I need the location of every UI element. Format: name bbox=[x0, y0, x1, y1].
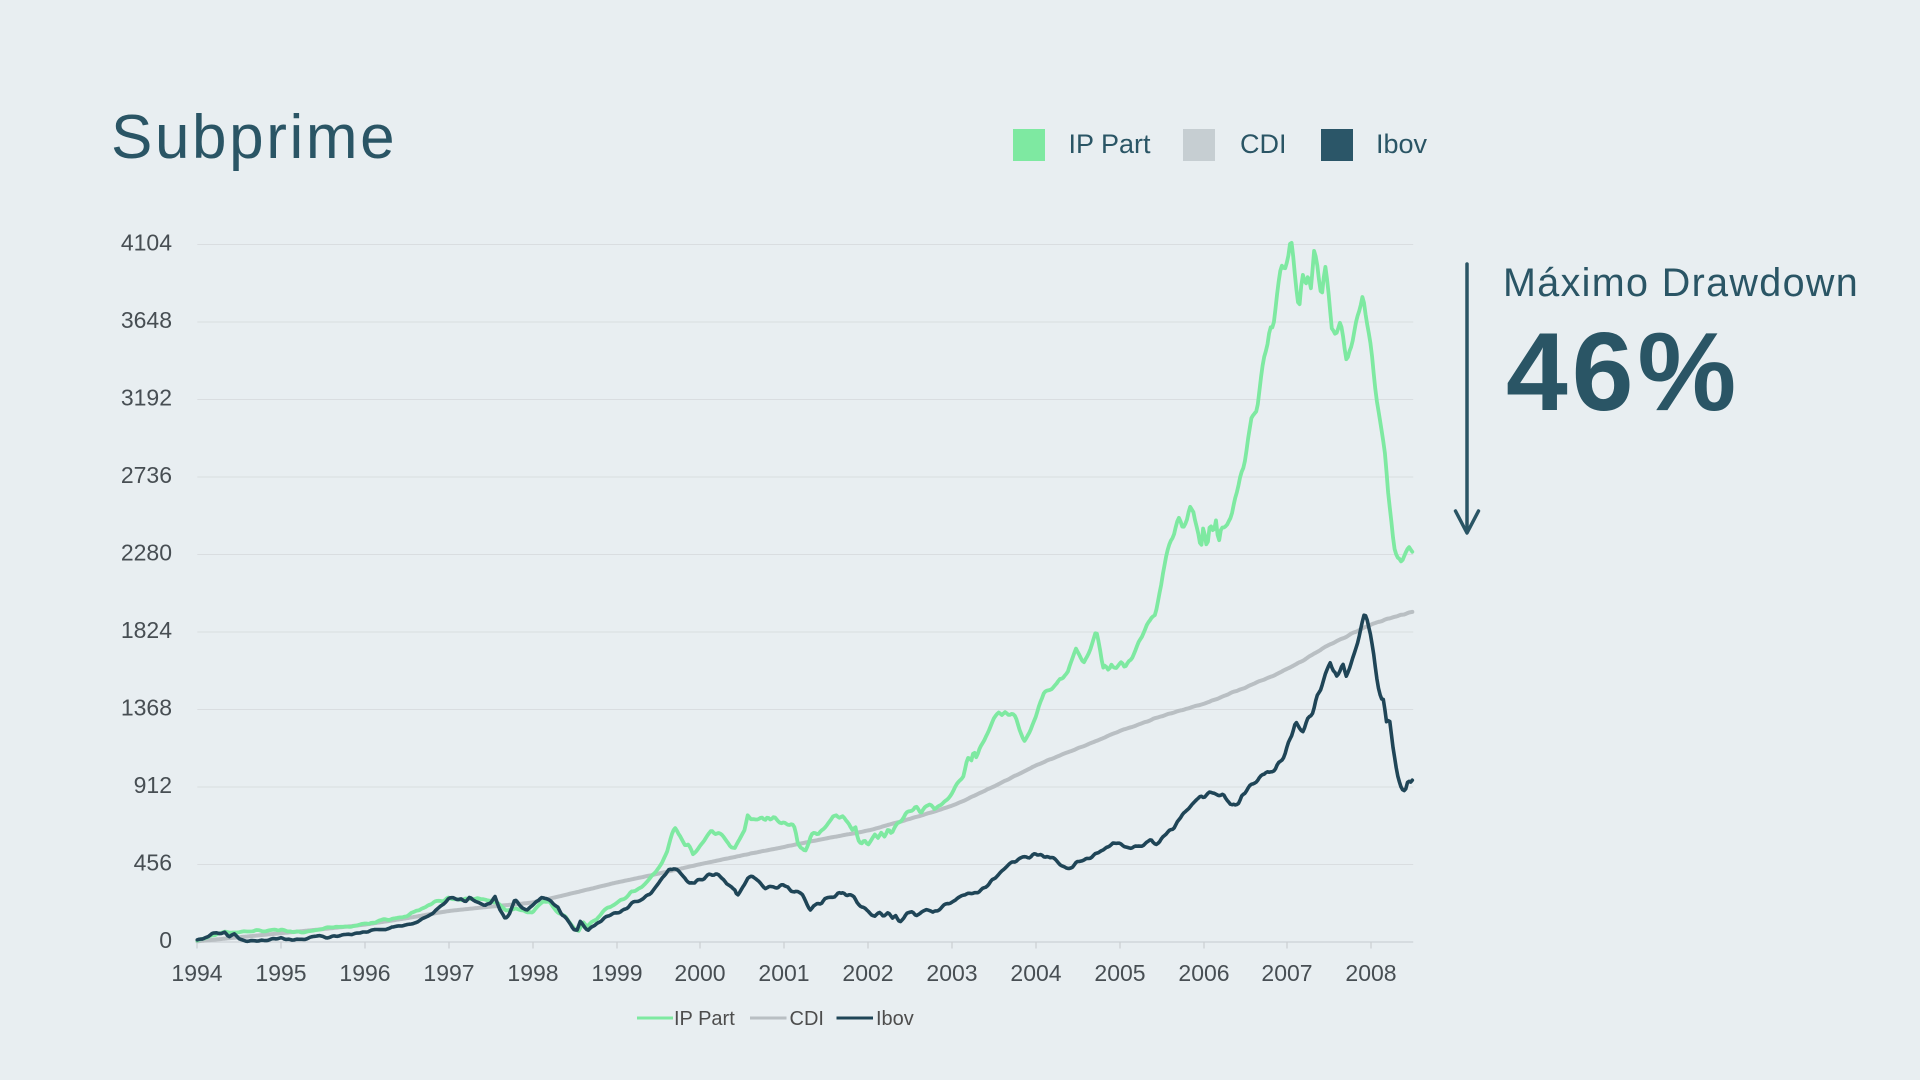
svg-text:2005: 2005 bbox=[1094, 960, 1145, 986]
svg-text:1996: 1996 bbox=[339, 960, 390, 986]
svg-text:1998: 1998 bbox=[507, 960, 558, 986]
svg-text:Máximo Drawdown: Máximo Drawdown bbox=[1503, 261, 1859, 305]
svg-text:IP Part: IP Part bbox=[674, 1008, 735, 1030]
svg-text:912: 912 bbox=[134, 772, 172, 798]
svg-text:2004: 2004 bbox=[1010, 960, 1061, 986]
svg-text:1368: 1368 bbox=[121, 695, 172, 721]
svg-text:1999: 1999 bbox=[591, 960, 642, 986]
svg-text:Subprime: Subprime bbox=[111, 103, 397, 172]
svg-text:2006: 2006 bbox=[1178, 960, 1229, 986]
svg-text:46%: 46% bbox=[1506, 310, 1740, 434]
svg-text:2736: 2736 bbox=[121, 462, 172, 488]
svg-text:2002: 2002 bbox=[842, 960, 893, 986]
svg-text:1995: 1995 bbox=[255, 960, 306, 986]
svg-text:IP Part: IP Part bbox=[1069, 129, 1152, 159]
svg-text:456: 456 bbox=[134, 850, 172, 876]
svg-text:2008: 2008 bbox=[1345, 960, 1396, 986]
svg-text:2000: 2000 bbox=[674, 960, 725, 986]
svg-text:CDI: CDI bbox=[790, 1008, 824, 1030]
svg-text:CDI: CDI bbox=[1240, 129, 1287, 159]
svg-text:3648: 3648 bbox=[121, 307, 172, 333]
svg-text:2280: 2280 bbox=[121, 540, 172, 566]
svg-text:3192: 3192 bbox=[121, 385, 172, 411]
svg-text:2001: 2001 bbox=[758, 960, 809, 986]
svg-text:2003: 2003 bbox=[926, 960, 977, 986]
svg-text:Ibov: Ibov bbox=[1376, 129, 1428, 159]
svg-text:4104: 4104 bbox=[121, 230, 172, 256]
svg-text:0: 0 bbox=[159, 927, 172, 953]
svg-text:Ibov: Ibov bbox=[876, 1008, 914, 1030]
svg-text:1997: 1997 bbox=[423, 960, 474, 986]
svg-text:2007: 2007 bbox=[1261, 960, 1312, 986]
svg-text:1824: 1824 bbox=[121, 617, 172, 643]
svg-text:1994: 1994 bbox=[171, 960, 222, 986]
